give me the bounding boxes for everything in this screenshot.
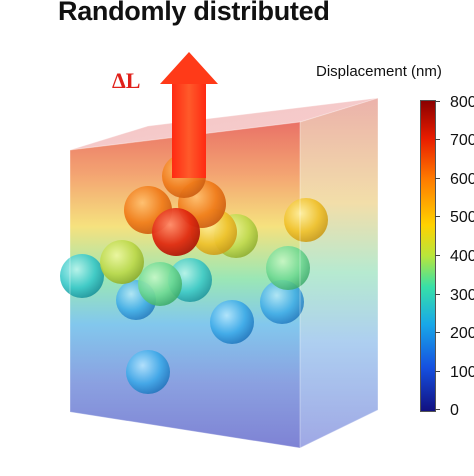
particle xyxy=(152,208,200,256)
colorbar-tick-mark xyxy=(435,101,440,102)
colorbar-tick-mark xyxy=(435,216,440,217)
colorbar-tick-mark xyxy=(435,139,440,140)
colorbar-tick-mark xyxy=(435,332,440,333)
colorbar-tick-mark xyxy=(435,409,440,410)
colorbar-tick-label: 400 xyxy=(450,248,474,265)
figure-title: Randomly distributed xyxy=(58,0,330,26)
colorbar-tick-label: 600 xyxy=(450,171,474,188)
displacement-arrow xyxy=(160,52,218,178)
particle xyxy=(126,350,170,394)
colorbar-tick-mark xyxy=(435,294,440,295)
colorbar-tick-label: 700 xyxy=(450,132,474,149)
particle xyxy=(210,300,254,344)
colorbar-title: Displacement (nm) xyxy=(316,63,442,80)
delta-l-label: ΔL xyxy=(112,68,141,93)
particles xyxy=(60,154,328,394)
particle xyxy=(266,246,310,290)
cube-top-face xyxy=(70,98,378,150)
colorbar xyxy=(420,100,436,412)
particle xyxy=(60,254,104,298)
particle xyxy=(260,280,304,324)
particle xyxy=(284,198,328,242)
colorbar-tick-mark xyxy=(435,255,440,256)
colorbar-tick-label: 0 xyxy=(450,402,459,419)
cube-side-face xyxy=(300,98,378,448)
particle xyxy=(100,240,144,284)
colorbar-tick-label: 800 xyxy=(450,94,474,111)
colorbar-tick-label: 100 xyxy=(450,364,474,381)
particle xyxy=(138,262,182,306)
colorbar-tick-mark xyxy=(435,178,440,179)
colorbar-tick-label: 200 xyxy=(450,325,474,342)
colorbar-tick-mark xyxy=(435,371,440,372)
colorbar-tick-label: 500 xyxy=(450,209,474,226)
colorbar-tick-label: 300 xyxy=(450,287,474,304)
